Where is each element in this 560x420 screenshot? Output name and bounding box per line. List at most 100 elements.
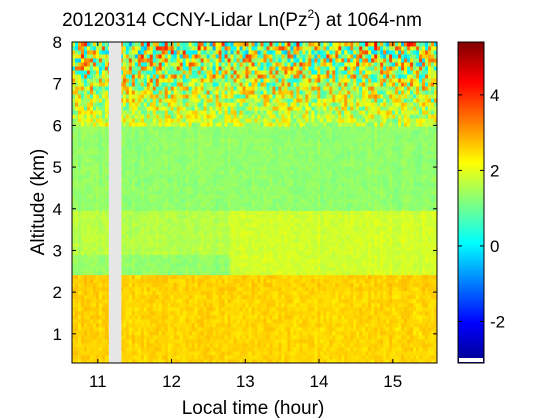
heatmap-cell bbox=[233, 290, 237, 296]
heatmap-cell bbox=[182, 326, 187, 332]
heatmap-cell bbox=[200, 70, 205, 75]
heatmap-cell bbox=[83, 58, 88, 63]
heatmap-cell bbox=[155, 306, 160, 312]
heatmap-cell bbox=[89, 162, 94, 167]
heatmap-cell bbox=[158, 218, 163, 223]
heatmap-cell bbox=[83, 62, 88, 67]
heatmap-cell bbox=[197, 210, 202, 215]
heatmap-cell bbox=[182, 298, 187, 304]
heatmap-cell bbox=[194, 302, 199, 308]
heatmap-cell bbox=[77, 54, 82, 59]
heatmap-cell bbox=[101, 134, 106, 139]
heatmap-cell bbox=[209, 258, 214, 264]
heatmap-cell bbox=[104, 186, 109, 191]
heatmap-cell bbox=[206, 58, 211, 63]
heatmap-cell bbox=[128, 114, 133, 119]
heatmap-cell bbox=[191, 198, 196, 203]
heatmap-cell bbox=[242, 246, 246, 252]
heatmap-cell bbox=[119, 110, 124, 115]
heatmap-cell bbox=[77, 142, 82, 147]
heatmap-cell bbox=[119, 330, 124, 336]
heatmap-cell bbox=[86, 266, 91, 272]
heatmap-cell bbox=[221, 62, 225, 67]
heatmap-cell bbox=[143, 138, 148, 143]
heatmap-cell bbox=[194, 278, 199, 284]
heatmap-cell bbox=[233, 74, 237, 79]
heatmap-cell bbox=[140, 50, 145, 55]
heatmap-cell bbox=[239, 190, 243, 195]
heatmap-cell bbox=[194, 290, 199, 296]
heatmap-cell bbox=[101, 274, 106, 280]
heatmap-cell bbox=[134, 118, 139, 123]
heatmap-cell bbox=[125, 274, 130, 280]
heatmap-cell bbox=[209, 114, 214, 119]
heatmap-cell bbox=[167, 62, 172, 67]
heatmap-cell bbox=[215, 230, 219, 235]
heatmap-cell bbox=[257, 310, 261, 316]
heatmap-cell bbox=[164, 78, 169, 83]
heatmap-cell bbox=[167, 342, 172, 348]
heatmap-cell bbox=[122, 142, 127, 147]
heatmap-cell bbox=[230, 86, 234, 91]
heatmap-cell bbox=[74, 126, 79, 131]
heatmap-cell bbox=[143, 118, 148, 123]
heatmap-cell bbox=[167, 142, 172, 147]
heatmap-cell bbox=[86, 102, 91, 107]
heatmap-cell bbox=[161, 242, 166, 248]
heatmap-cell bbox=[176, 254, 181, 260]
heatmap-cell bbox=[212, 130, 216, 135]
heatmap-cell bbox=[227, 262, 231, 268]
heatmap-cell bbox=[209, 74, 214, 79]
heatmap-cell bbox=[170, 290, 175, 296]
heatmap-cell bbox=[137, 310, 142, 316]
heatmap-cell bbox=[254, 342, 258, 348]
heatmap-cell bbox=[173, 66, 178, 71]
heatmap-cell bbox=[125, 206, 130, 211]
heatmap-cell bbox=[209, 154, 214, 159]
heatmap-cell bbox=[188, 222, 193, 227]
heatmap-cell bbox=[170, 198, 175, 203]
heatmap-cell bbox=[257, 302, 261, 308]
heatmap-cell bbox=[143, 210, 148, 215]
heatmap-cell bbox=[98, 350, 103, 356]
heatmap-cell bbox=[161, 118, 166, 123]
heatmap-cell bbox=[185, 66, 190, 71]
heatmap-cell bbox=[95, 98, 100, 103]
heatmap-cell bbox=[98, 230, 103, 235]
heatmap-cell bbox=[239, 154, 243, 159]
heatmap-cell bbox=[230, 230, 234, 235]
heatmap-cell bbox=[185, 342, 190, 348]
heatmap-cell bbox=[191, 90, 196, 95]
heatmap-cell bbox=[206, 186, 211, 191]
heatmap-cell bbox=[188, 242, 193, 248]
heatmap-cell bbox=[131, 238, 136, 244]
heatmap-cell bbox=[251, 270, 255, 276]
heatmap-cell bbox=[98, 78, 103, 83]
heatmap-cell bbox=[218, 74, 222, 79]
heatmap-cell bbox=[194, 178, 199, 183]
heatmap-cell bbox=[239, 302, 243, 308]
heatmap-cell bbox=[230, 282, 234, 288]
heatmap-cell bbox=[254, 134, 258, 139]
heatmap-cell bbox=[203, 58, 208, 63]
heatmap-cell bbox=[173, 206, 178, 211]
heatmap-cell bbox=[191, 78, 196, 83]
heatmap-cell bbox=[170, 94, 175, 99]
heatmap-cell bbox=[197, 330, 202, 336]
heatmap-cell bbox=[137, 298, 142, 304]
heatmap-cell bbox=[191, 250, 196, 256]
heatmap-cell bbox=[146, 186, 151, 191]
heatmap-cell bbox=[134, 262, 139, 268]
heatmap-cell bbox=[197, 222, 202, 227]
heatmap-cell bbox=[203, 158, 208, 163]
heatmap-cell bbox=[152, 302, 157, 308]
heatmap-cell bbox=[173, 322, 178, 328]
heatmap-cell bbox=[98, 42, 103, 47]
heatmap-cell bbox=[221, 310, 225, 316]
heatmap-cell bbox=[233, 318, 237, 324]
heatmap-cell bbox=[158, 58, 163, 63]
heatmap-cell bbox=[236, 230, 240, 235]
heatmap-cell bbox=[140, 270, 145, 276]
heatmap-cell bbox=[221, 166, 225, 171]
heatmap-cell bbox=[230, 338, 234, 344]
